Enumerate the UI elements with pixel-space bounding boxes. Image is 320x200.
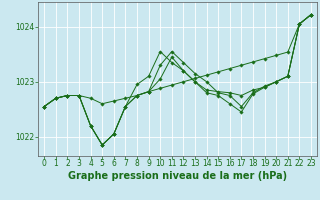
X-axis label: Graphe pression niveau de la mer (hPa): Graphe pression niveau de la mer (hPa): [68, 171, 287, 181]
